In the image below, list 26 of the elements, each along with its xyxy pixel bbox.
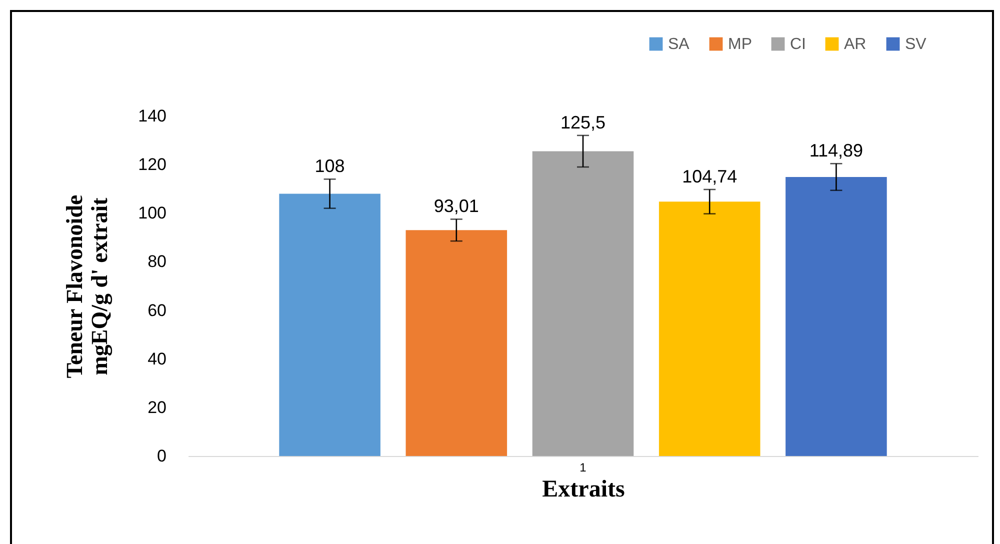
y-tick-label: 20 (148, 398, 166, 417)
data-label: 104,74 (682, 166, 738, 186)
y-tick-label: 0 (157, 446, 166, 466)
x-tick-label: 1 (580, 460, 587, 474)
bar (279, 194, 380, 456)
legend-label: MP (728, 36, 752, 53)
bar (532, 151, 634, 456)
data-label: 93,01 (434, 196, 479, 216)
data-label: 114,89 (809, 140, 864, 161)
y-tick-label: 80 (148, 252, 166, 272)
y-tick-label: 40 (148, 349, 166, 368)
legend-label: SV (905, 36, 927, 53)
data-label: 125,5 (560, 112, 606, 132)
y-tick-label: 100 (138, 204, 166, 223)
bar (786, 176, 887, 456)
y-axis-title: Teneur Flavonoide mgEQ/g d' extrait (62, 194, 114, 378)
y-tick-label: 120 (138, 155, 166, 174)
legend-label: SA (668, 36, 690, 53)
legend-label: AR (844, 36, 866, 53)
x-axis-title: Extraits (542, 476, 625, 502)
data-label: 108 (314, 156, 345, 176)
y-tick-label: 140 (138, 106, 166, 126)
y-tick-label: 60 (148, 300, 166, 320)
bar (658, 202, 760, 456)
legend-label: CI (790, 36, 806, 53)
bar (406, 230, 508, 456)
